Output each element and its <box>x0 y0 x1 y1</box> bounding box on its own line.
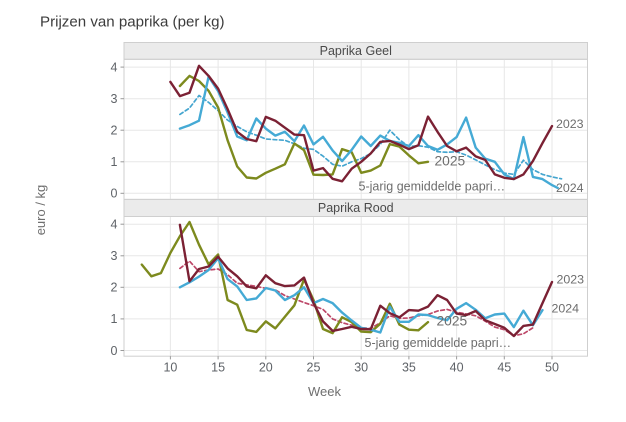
svg-text:euro / kg: euro / kg <box>33 185 48 236</box>
svg-text:15: 15 <box>211 361 225 375</box>
svg-text:2: 2 <box>111 124 118 138</box>
svg-text:1: 1 <box>111 312 118 326</box>
svg-text:30: 30 <box>354 361 368 375</box>
svg-text:4: 4 <box>111 218 118 232</box>
svg-text:50: 50 <box>545 361 559 375</box>
svg-text:0: 0 <box>111 187 118 201</box>
svg-text:2025: 2025 <box>437 314 468 329</box>
svg-text:Prijzen van paprika (per kg): Prijzen van paprika (per kg) <box>40 14 225 31</box>
svg-text:2: 2 <box>111 281 118 295</box>
svg-text:5-jarig gemiddelde papri…: 5-jarig gemiddelde papri… <box>365 336 512 350</box>
svg-text:0: 0 <box>111 344 118 358</box>
svg-text:2024: 2024 <box>552 301 580 315</box>
svg-text:10: 10 <box>163 361 177 375</box>
svg-text:4: 4 <box>111 60 118 74</box>
svg-text:Paprika Rood: Paprika Rood <box>318 201 394 215</box>
svg-text:5-jarig gemiddelde papri…: 5-jarig gemiddelde papri… <box>359 179 506 193</box>
svg-text:Week: Week <box>308 384 341 399</box>
svg-text:20: 20 <box>259 361 273 375</box>
svg-text:35: 35 <box>402 361 416 375</box>
svg-text:3: 3 <box>111 249 118 263</box>
svg-text:3: 3 <box>111 92 118 106</box>
svg-text:2024: 2024 <box>556 181 584 195</box>
svg-text:2023: 2023 <box>557 272 585 286</box>
svg-text:Paprika Geel: Paprika Geel <box>320 44 392 58</box>
svg-text:2023: 2023 <box>556 117 584 131</box>
svg-text:2025: 2025 <box>435 154 466 169</box>
svg-text:25: 25 <box>307 361 321 375</box>
svg-text:45: 45 <box>497 361 511 375</box>
svg-text:40: 40 <box>450 361 464 375</box>
svg-text:1: 1 <box>111 155 118 169</box>
